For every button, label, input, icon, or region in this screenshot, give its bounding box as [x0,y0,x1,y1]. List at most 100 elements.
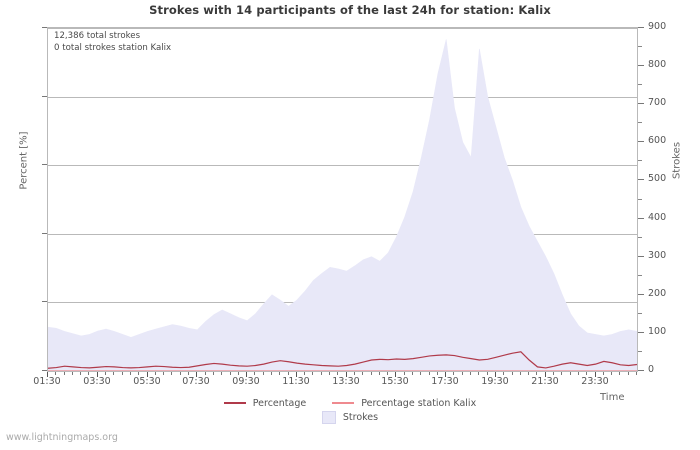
x-tick-mark-minor [105,372,106,375]
y-tick-mark-left [42,370,47,371]
y-tick-mark-right-minor [638,350,642,352]
x-tick-mark-minor [138,372,139,375]
y-tick-mark-right [638,370,644,371]
x-tick-mark-minor [122,372,123,375]
x-axis-label: Time [600,392,625,403]
y-tick-mark-right-minor [638,84,642,86]
x-tick-mark-minor [420,372,421,375]
x-tick-mark-minor [288,372,289,375]
y-axis-label-right: Strokes [671,141,683,180]
x-tick-mark-minor [628,372,629,375]
x-tick-mark-major [196,372,197,377]
x-tick-label: 03:30 [83,376,111,387]
gridline [48,165,637,166]
line-series-percentage [48,351,637,369]
y-tick-mark-right-minor [638,274,642,276]
x-tick-mark-major [97,372,98,377]
x-tick-mark-minor [586,372,587,375]
legend-label-percentage: Percentage [252,397,307,409]
x-tick-label: 13:30 [332,376,360,387]
x-tick-mark-minor [180,372,181,375]
footer-url: www.lightningmaps.org [6,432,118,443]
x-tick-mark-minor [412,372,413,375]
y-axis-label-left: Percent [%] [18,131,30,190]
legend-label-strokes: Strokes [342,411,379,423]
legend-label-percentage-station: Percentage station Kalix [361,397,477,409]
series-layer [48,39,637,371]
x-tick-mark-minor [570,372,571,375]
x-tick-mark-minor [171,372,172,375]
x-tick-mark-minor [64,372,65,375]
plot-inner: 12,386 total strokes 0 total strokes sta… [48,28,637,371]
annotation-total-strokes: 12,386 total strokes [54,31,141,41]
x-tick-mark-minor [130,372,131,375]
x-tick-label: 19:30 [481,376,509,387]
x-tick-mark-minor [155,372,156,375]
y-tick-label-right: 200 [648,287,667,299]
legend-swatch-percentage-station [332,402,355,404]
x-tick-mark-minor [371,372,372,375]
x-tick-mark-minor [254,372,255,375]
x-tick-mark-minor [387,372,388,375]
y-tick-mark-right [638,141,644,143]
y-tick-label-right: 300 [648,249,667,261]
y-tick-mark-right [638,179,644,181]
x-tick-mark-major [346,372,347,377]
y-tick-mark-left [42,95,47,97]
annotation-station-strokes: 0 total strokes station Kalix [54,43,172,53]
chart-legend: Percentage Percentage station Kalix Stro… [0,396,700,424]
x-tick-mark-minor [470,372,471,375]
legend-item-strokes[interactable]: Strokes [321,410,379,424]
y-tick-mark-right [638,65,644,67]
legend-item-percentage-station[interactable]: Percentage station Kalix [332,398,476,409]
x-tick-mark-minor [321,372,322,375]
plot-area: 12,386 total strokes 0 total strokes sta… [47,27,638,372]
x-tick-mark-minor [329,372,330,375]
chart-title: Strokes with 14 participants of the last… [149,3,551,17]
x-tick-mark-minor [478,372,479,375]
x-tick-mark-minor [462,372,463,375]
y-tick-label-right: 700 [648,97,667,109]
x-tick-mark-minor [553,372,554,375]
y-tick-label-right: 600 [648,135,667,147]
x-tick-mark-minor [238,372,239,375]
x-tick-mark-minor [304,372,305,375]
x-tick-mark-minor [72,372,73,375]
x-tick-mark-minor [80,372,81,375]
legend-swatch-percentage [223,402,246,404]
x-tick-mark-minor [279,372,280,375]
x-tick-mark-minor [578,372,579,375]
y-tick-label-right: 0 [648,364,655,375]
y-tick-mark-right [638,103,644,105]
legend-item-percentage[interactable]: Percentage [223,397,307,409]
x-tick-mark-minor [55,372,56,375]
y-tick-mark-right [638,27,644,28]
y-tick-mark-right [638,255,644,257]
x-tick-mark-minor [487,372,488,375]
legend-swatch-strokes [321,410,336,424]
x-tick-mark-minor [512,372,513,375]
x-tick-mark-minor [437,372,438,375]
legend-row-lines: Percentage Percentage station Kalix [0,396,700,410]
x-tick-mark-minor [379,372,380,375]
x-tick-mark-minor [263,372,264,375]
x-tick-mark-minor [536,372,537,375]
x-tick-mark-major [47,372,48,377]
legend-row-area: Strokes [0,410,700,424]
x-tick-label: 17:30 [431,376,459,387]
x-tick-mark-major [147,372,148,377]
x-tick-mark-minor [453,372,454,375]
area-series-strokes [48,39,637,371]
x-tick-mark-minor [113,372,114,375]
x-tick-label: 05:30 [133,376,161,387]
x-tick-label: 23:30 [581,376,609,387]
y-tick-label-right: 500 [648,173,667,185]
x-tick-mark-minor [312,372,313,375]
y-tick-mark-right-minor [638,312,642,314]
x-tick-mark-minor [611,372,612,375]
x-tick-label: 11:30 [282,376,310,387]
gridline [48,97,637,98]
y-tick-mark-right-minor [638,46,642,48]
x-tick-mark-minor [271,372,272,375]
